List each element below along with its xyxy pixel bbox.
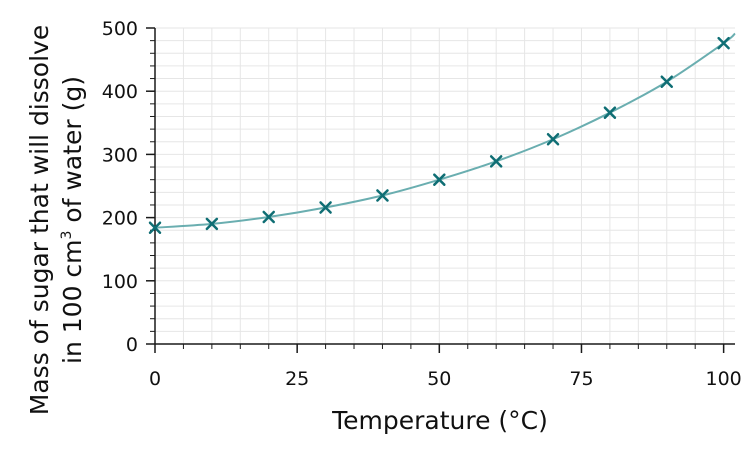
y-tick-label: 400 xyxy=(102,81,138,103)
data-point-marker xyxy=(717,36,730,50)
data-point-marker xyxy=(148,221,162,234)
series xyxy=(148,32,736,234)
data-point-marker xyxy=(546,132,560,146)
y-axis-title-line2-suffix: of water (g) xyxy=(58,76,87,231)
y-tick-label: 500 xyxy=(102,18,138,40)
y-axis-title: Mass of sugar that will dissolve in 100 … xyxy=(25,25,87,415)
series-line xyxy=(154,32,736,229)
x-tick-label: 0 xyxy=(149,368,161,390)
y-tick-label: 200 xyxy=(102,208,138,230)
y-axis-title-superscript: 3 xyxy=(59,231,75,240)
data-point-marker xyxy=(376,189,389,202)
x-tick-label: 75 xyxy=(569,368,593,390)
tick-labels: 0 25 50 75 100 0 100 200 300 400 500 xyxy=(102,18,742,390)
data-point-marker xyxy=(489,155,503,168)
x-tick-label: 25 xyxy=(285,368,309,390)
x-tick-label: 50 xyxy=(427,368,451,390)
x-tick-label: 100 xyxy=(705,368,741,390)
y-axis-title-line1: Mass of sugar that will dissolve xyxy=(25,25,54,415)
y-axis-title-line2-prefix: in 100 cm xyxy=(58,239,87,364)
data-point-marker xyxy=(603,106,617,119)
y-tick-label: 300 xyxy=(102,144,138,166)
y-tick-label: 100 xyxy=(102,271,138,293)
data-point-marker xyxy=(262,210,275,224)
data-point-marker xyxy=(433,173,446,186)
y-tick-label: 0 xyxy=(126,334,138,356)
x-axis-title: Temperature (°C) xyxy=(331,406,548,435)
y-axis-title-line2: in 100 cm3 of water (g) xyxy=(58,76,87,364)
data-point-marker xyxy=(319,201,332,214)
axes xyxy=(146,27,735,353)
data-point-marker xyxy=(660,75,674,88)
grid xyxy=(154,27,735,345)
data-point-marker xyxy=(205,217,219,231)
